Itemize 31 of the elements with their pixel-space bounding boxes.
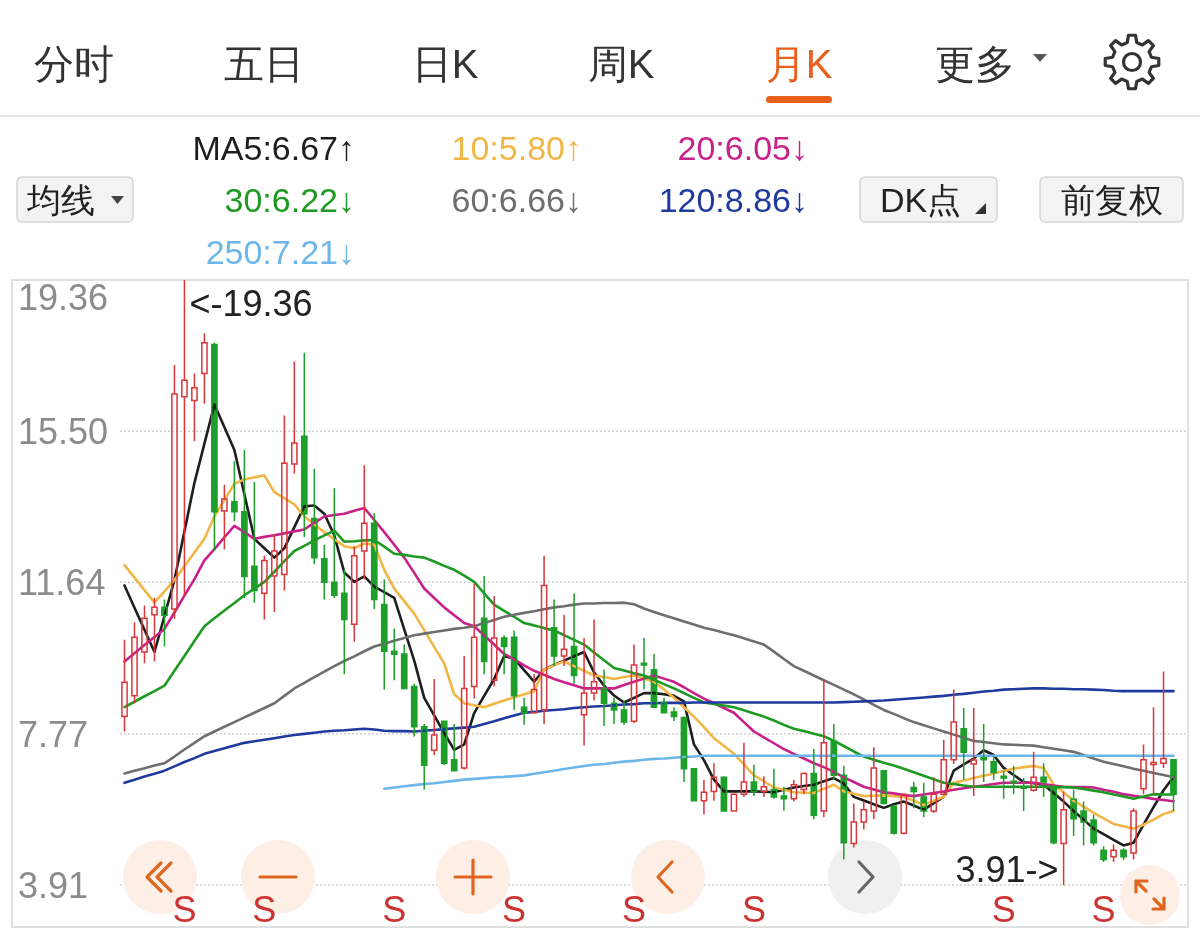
- signal-label: S: [502, 889, 527, 930]
- y-tick-label: 7.77: [18, 713, 89, 755]
- signal-label: S: [991, 889, 1016, 930]
- button-label: DK点: [879, 181, 962, 219]
- legend-item: 120:8.86↓: [658, 181, 808, 219]
- signal-label: S: [741, 889, 766, 930]
- legend-title: 均线: [27, 181, 95, 219]
- tab-label: 更多: [935, 42, 1015, 86]
- legend-item: 20:6.05↓: [677, 129, 808, 167]
- legend-item: 10:5.80↑: [451, 129, 582, 167]
- signal-label: S: [382, 889, 407, 930]
- tab-label: 五日: [224, 42, 304, 86]
- signal-label: S: [252, 889, 277, 930]
- y-tick-label: 19.36: [18, 277, 109, 318]
- tab-label: 周K: [587, 42, 655, 86]
- y-tick-label: 15.50: [18, 411, 109, 453]
- tab-label: 分时: [34, 42, 114, 86]
- legend-item: 60:6.66↓: [451, 181, 582, 219]
- y-tick-label: 3.91: [18, 865, 89, 906]
- legend-item: 250:7.21↓: [205, 233, 355, 271]
- annotation: 3.91->: [955, 849, 1059, 890]
- annotation: <-19.36: [189, 283, 313, 324]
- tab-label: 月K: [765, 42, 833, 86]
- signal-label: S: [1091, 889, 1116, 930]
- button-label: 前复权: [1060, 181, 1163, 219]
- legend-item: 30:6.22↓: [224, 181, 355, 219]
- legend-item: MA5:6.67↑: [192, 129, 355, 167]
- signal-label: S: [622, 889, 647, 930]
- y-tick-label: 11.64: [18, 562, 106, 604]
- signal-label: S: [172, 889, 197, 930]
- tab-label: 日K: [411, 42, 479, 86]
